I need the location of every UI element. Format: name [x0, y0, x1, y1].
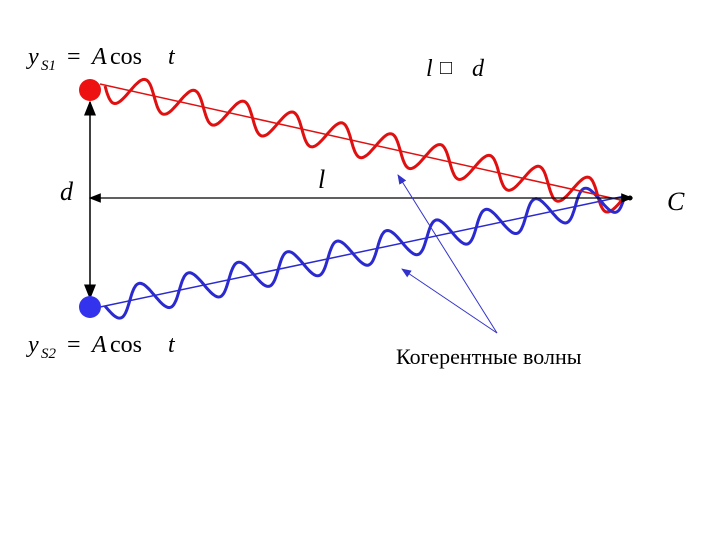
- label-d: d: [60, 177, 74, 206]
- caption: Когерентные волны: [396, 344, 582, 369]
- formula-s1: y S1 = A cos t: [26, 44, 176, 74]
- formula-s2: y S2 = A cos t: [26, 332, 176, 362]
- symbol: l: [426, 56, 433, 82]
- symbol: t: [168, 44, 176, 70]
- pointer-arrow: [401, 268, 498, 334]
- label-l: l: [318, 165, 325, 194]
- symbol: A: [90, 44, 107, 70]
- red-ray: [99, 83, 626, 202]
- symbol: y: [26, 44, 39, 70]
- point-c: [627, 195, 633, 201]
- blue-wave: [103, 186, 627, 320]
- source-s1: [79, 79, 101, 101]
- blue-ray: [99, 195, 626, 308]
- condition: l □ d: [426, 56, 485, 82]
- symbol: d: [472, 56, 485, 82]
- symbol: =: [67, 332, 81, 358]
- red-wave: [103, 77, 624, 214]
- pointer-arrow: [397, 174, 498, 334]
- subscript: S1: [41, 58, 56, 74]
- symbol: =: [67, 44, 81, 70]
- symbol: □: [440, 57, 452, 79]
- waves: [103, 77, 627, 320]
- symbol: cos: [110, 332, 142, 358]
- symbol: y: [26, 332, 39, 358]
- source-s2: [79, 296, 101, 318]
- label-c: C: [667, 187, 685, 216]
- symbol: cos: [110, 44, 142, 70]
- symbol: t: [168, 332, 176, 358]
- subscript: S2: [41, 346, 57, 362]
- symbol: A: [90, 332, 107, 358]
